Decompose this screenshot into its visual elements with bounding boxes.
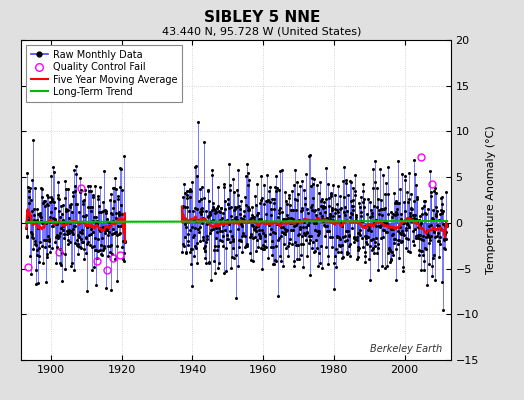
Text: 43.440 N, 95.728 W (United States): 43.440 N, 95.728 W (United States) (162, 26, 362, 36)
Y-axis label: Temperature Anomaly (°C): Temperature Anomaly (°C) (486, 126, 496, 274)
Legend: Raw Monthly Data, Quality Control Fail, Five Year Moving Average, Long-Term Tren: Raw Monthly Data, Quality Control Fail, … (26, 45, 182, 102)
Text: Berkeley Earth: Berkeley Earth (370, 344, 442, 354)
Text: SIBLEY 5 NNE: SIBLEY 5 NNE (204, 10, 320, 25)
